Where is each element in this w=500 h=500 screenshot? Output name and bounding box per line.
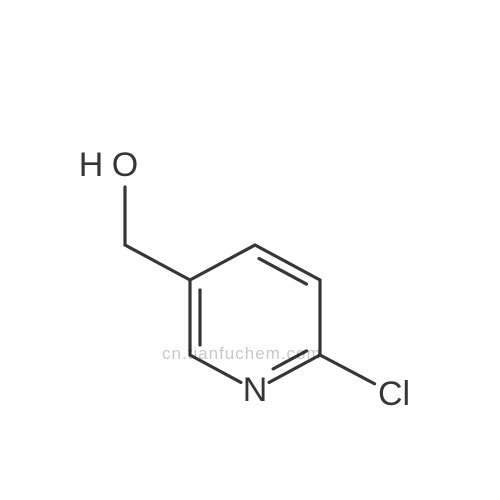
molecule-diagram: N HO Cl bbox=[0, 0, 500, 500]
atom-label-cl: Cl bbox=[378, 375, 410, 413]
atom-label-n: N bbox=[243, 371, 268, 409]
atom-label-oh: HO bbox=[79, 146, 139, 184]
svg-text:O: O bbox=[112, 146, 138, 184]
svg-text:H: H bbox=[79, 146, 104, 184]
